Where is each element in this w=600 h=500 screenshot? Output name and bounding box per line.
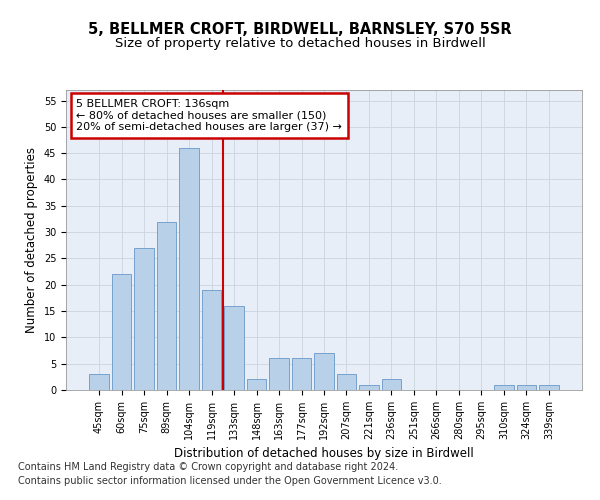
Y-axis label: Number of detached properties: Number of detached properties — [25, 147, 38, 333]
Bar — [359, 384, 379, 390]
Text: Contains public sector information licensed under the Open Government Licence v3: Contains public sector information licen… — [18, 476, 442, 486]
Bar — [269, 358, 289, 390]
Text: 5 BELLMER CROFT: 136sqm
← 80% of detached houses are smaller (150)
20% of semi-d: 5 BELLMER CROFT: 136sqm ← 80% of detache… — [76, 99, 342, 132]
Bar — [494, 384, 514, 390]
Bar — [89, 374, 109, 390]
Bar — [247, 380, 266, 390]
Bar — [202, 290, 221, 390]
Text: Contains HM Land Registry data © Crown copyright and database right 2024.: Contains HM Land Registry data © Crown c… — [18, 462, 398, 472]
Text: Size of property relative to detached houses in Birdwell: Size of property relative to detached ho… — [115, 38, 485, 51]
Bar — [337, 374, 356, 390]
Bar — [517, 384, 536, 390]
Bar — [179, 148, 199, 390]
Bar — [112, 274, 131, 390]
X-axis label: Distribution of detached houses by size in Birdwell: Distribution of detached houses by size … — [174, 448, 474, 460]
Bar — [314, 353, 334, 390]
Text: 5, BELLMER CROFT, BIRDWELL, BARNSLEY, S70 5SR: 5, BELLMER CROFT, BIRDWELL, BARNSLEY, S7… — [88, 22, 512, 38]
Bar — [292, 358, 311, 390]
Bar — [157, 222, 176, 390]
Bar — [134, 248, 154, 390]
Bar — [224, 306, 244, 390]
Bar — [382, 380, 401, 390]
Bar — [539, 384, 559, 390]
